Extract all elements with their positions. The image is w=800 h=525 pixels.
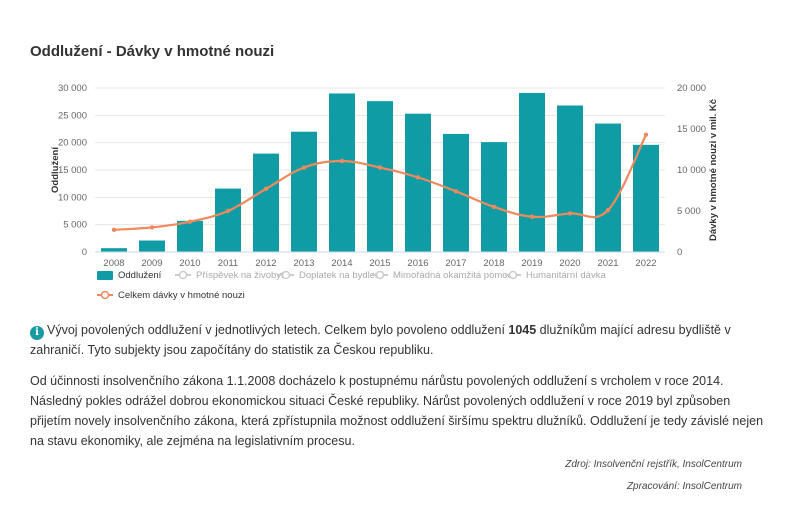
y-left-tick-label: 0: [82, 247, 87, 258]
x-tick-label: 2015: [369, 258, 390, 269]
axes: 0 5 000 10 000 15 000 20 000 25 000 30 000 0 5 0…: [50, 83, 719, 269]
x-tick-label: 2022: [635, 258, 656, 269]
line-point: [225, 208, 231, 214]
y-left-tick-label: 10 000: [58, 192, 87, 203]
legend-swatch-bar: [97, 271, 113, 280]
credits: Zdroj: Insolvenční rejstřík, InsolCentru…: [565, 454, 742, 498]
bar-series: [101, 92, 659, 253]
y-left-axis-title: Oddlužení: [50, 147, 61, 193]
line-point: [529, 214, 535, 219]
legend-swatch-marker: [281, 270, 291, 280]
legend: Oddlužení Příspěvek na živobytí Doplatek n…: [97, 270, 606, 301]
legend-item-label: Humanitární dávka: [526, 270, 606, 281]
legend-item-label: Příspěvek na živobytí: [196, 270, 287, 281]
bar: [481, 142, 507, 252]
info-text: i Vývoj povolených oddlužení v jednotlivý…: [30, 320, 770, 451]
info-icon: i: [30, 326, 44, 340]
legend-item-label: Celkem dávky v hmotné nouzi: [118, 290, 245, 301]
line-point: [415, 175, 421, 180]
legend-item-label: Oddlužení: [118, 270, 162, 281]
info-text-part: Vývoj povolených oddlužení v jednotlivýc…: [47, 323, 509, 337]
line-point: [453, 189, 459, 194]
x-tick-label: 2018: [483, 258, 504, 269]
line-point: [605, 207, 611, 213]
bar: [405, 113, 431, 253]
x-tick-label: 2011: [218, 258, 238, 269]
bar: [139, 240, 165, 252]
legend-swatch-marker: [508, 270, 518, 280]
bar: [291, 131, 317, 252]
line-series: [111, 132, 649, 233]
line-point: [491, 204, 497, 210]
y-right-tick-label: 20 000: [677, 83, 706, 94]
bar: [519, 92, 545, 252]
y-left-tick-label: 20 000: [58, 138, 87, 149]
x-tick-label: 2020: [559, 258, 580, 269]
x-tick-label: 2014: [331, 258, 352, 269]
line-point: [111, 227, 117, 233]
y-right-tick-label: 15 000: [677, 124, 706, 135]
x-tick-label: 2010: [179, 258, 200, 269]
info-text-part: dlužníkům mající adresu bydliště v zahra…: [30, 323, 731, 357]
y-right-tick-label: 0: [677, 247, 682, 258]
info-paragraph-2: Od účinnosti insolvenčního zákona 1.1.20…: [30, 374, 764, 448]
y-left-tick-label: 5 000: [63, 220, 87, 231]
combo-chart: 0 5 000 10 000 15 000 20 000 25 000 30 000 0 5 0…: [50, 83, 719, 301]
line-point: [187, 219, 193, 224]
line-point: [263, 186, 269, 192]
y-right-tick-label: 10 000: [677, 165, 706, 176]
x-tick-label: 2021: [597, 258, 618, 269]
chart-title: Oddlužení - Dávky v hmotné nouzi: [30, 43, 275, 60]
bar: [633, 144, 659, 252]
bar: [595, 123, 621, 253]
line-point: [643, 132, 649, 137]
line-point: [339, 158, 345, 164]
x-tick-label: 2009: [141, 258, 162, 269]
y-left-tick-label: 30 000: [58, 83, 87, 94]
bar: [101, 248, 127, 252]
info-highlight-number: 1045: [508, 323, 537, 337]
x-tick-label: 2017: [445, 258, 466, 269]
bar: [557, 105, 583, 252]
x-tick-label: 2012: [255, 258, 276, 269]
line-point: [567, 211, 573, 216]
bar: [253, 153, 279, 252]
y-left-tick-label: 25 000: [58, 110, 87, 121]
bar: [329, 93, 355, 252]
y-right-axis-title: Dávky v hmotné nouzi v mil. Kč: [708, 99, 719, 241]
x-tick-label: 2016: [407, 258, 428, 269]
legend-item-label: Doplatek na bydlení: [299, 270, 383, 281]
info-paragraph-1: i Vývoj povolených oddlužení v jednotlivý…: [30, 320, 770, 360]
legend-swatch-marker: [100, 290, 110, 300]
line-point: [377, 165, 383, 170]
legend-swatch-marker: [178, 270, 188, 280]
y-left-tick-label: 15 000: [58, 165, 87, 176]
x-tick-label: 2008: [103, 258, 124, 269]
bar: [177, 220, 203, 252]
line-point: [149, 225, 155, 230]
legend-item-label: Mimořádná okamžitá pomoc: [393, 270, 513, 281]
y-right-tick-label: 5 000: [677, 206, 701, 217]
line-point: [301, 165, 307, 170]
bar: [215, 188, 241, 252]
legend-swatch-marker: [375, 270, 385, 280]
processing-credit: Zpracování: InsolCentrum: [626, 481, 742, 492]
x-tick-label: 2013: [293, 258, 314, 269]
source-credit: Zdroj: Insolvenční rejstřík, InsolCentru…: [565, 459, 742, 470]
bar: [367, 101, 393, 253]
x-tick-label: 2019: [521, 258, 542, 269]
